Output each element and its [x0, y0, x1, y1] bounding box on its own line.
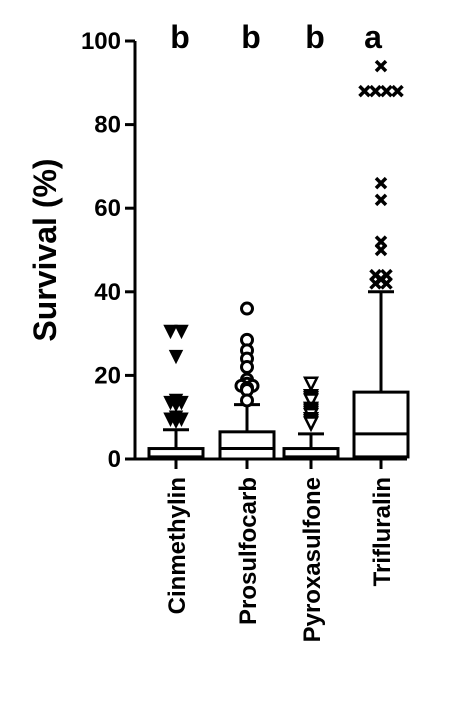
- box-trifluralin: [352, 290, 410, 459]
- outlier-point: [302, 393, 320, 410]
- significance-letter: b: [241, 19, 261, 55]
- outlier-point: [391, 84, 404, 98]
- outlier-point: [374, 176, 388, 190]
- significance-letter: a: [364, 19, 382, 55]
- outliers-cinmethylin: [163, 324, 189, 430]
- y-tick-label: 20: [94, 362, 121, 389]
- outlier-point: [163, 324, 178, 340]
- outlier-point: [380, 277, 393, 290]
- outlier-points: [163, 59, 404, 433]
- category-label: Prosulfocarb: [235, 477, 262, 625]
- category-labels: Cinmethylin b Prosulfocarb b Pyroxasulfone b T…: [164, 19, 396, 642]
- y-tick-label: 100: [81, 28, 121, 55]
- box-prosulfocarb: [218, 403, 276, 461]
- box-rect: [147, 447, 205, 461]
- outlier-point: [240, 301, 254, 316]
- y-tick-label: 40: [94, 279, 121, 306]
- outlier-point: [240, 393, 254, 408]
- outliers-trifluralin: [358, 59, 404, 290]
- boxes: [147, 290, 410, 461]
- outlier-point: [374, 193, 388, 207]
- box-rect: [218, 430, 276, 461]
- significance-letter: b: [305, 19, 325, 55]
- outlier-point: [168, 349, 184, 365]
- outlier-point: [380, 84, 393, 98]
- outlier-point: [302, 416, 320, 433]
- outlier-point: [240, 360, 254, 375]
- box-cinmethylin: [147, 428, 205, 461]
- category-label: Cinmethylin: [164, 477, 191, 614]
- box-rect: [282, 447, 340, 461]
- outliers-pyroxasulfone: [302, 376, 320, 433]
- y-tick-label: 60: [94, 195, 121, 222]
- y-tick-label: 0: [108, 446, 121, 473]
- outlier-point: [374, 59, 388, 73]
- outlier-point: [168, 397, 184, 413]
- outlier-point: [369, 84, 382, 98]
- outlier-point: [369, 277, 382, 290]
- outlier-point: [174, 324, 189, 340]
- category-label: Trifluralin: [369, 477, 396, 586]
- outlier-point: [302, 376, 320, 393]
- outlier-point: [168, 414, 184, 430]
- outliers-prosulfocarb: [234, 301, 260, 408]
- box-rect: [352, 390, 410, 459]
- y-tick-label: 80: [94, 112, 121, 139]
- category-label: Pyroxasulfone: [299, 477, 326, 642]
- significance-letter: b: [170, 19, 190, 55]
- box-pyroxasulfone: [282, 432, 340, 461]
- y-axis-title: Survival (%): [27, 158, 63, 341]
- outlier-point: [374, 243, 388, 257]
- outlier-point: [358, 84, 371, 98]
